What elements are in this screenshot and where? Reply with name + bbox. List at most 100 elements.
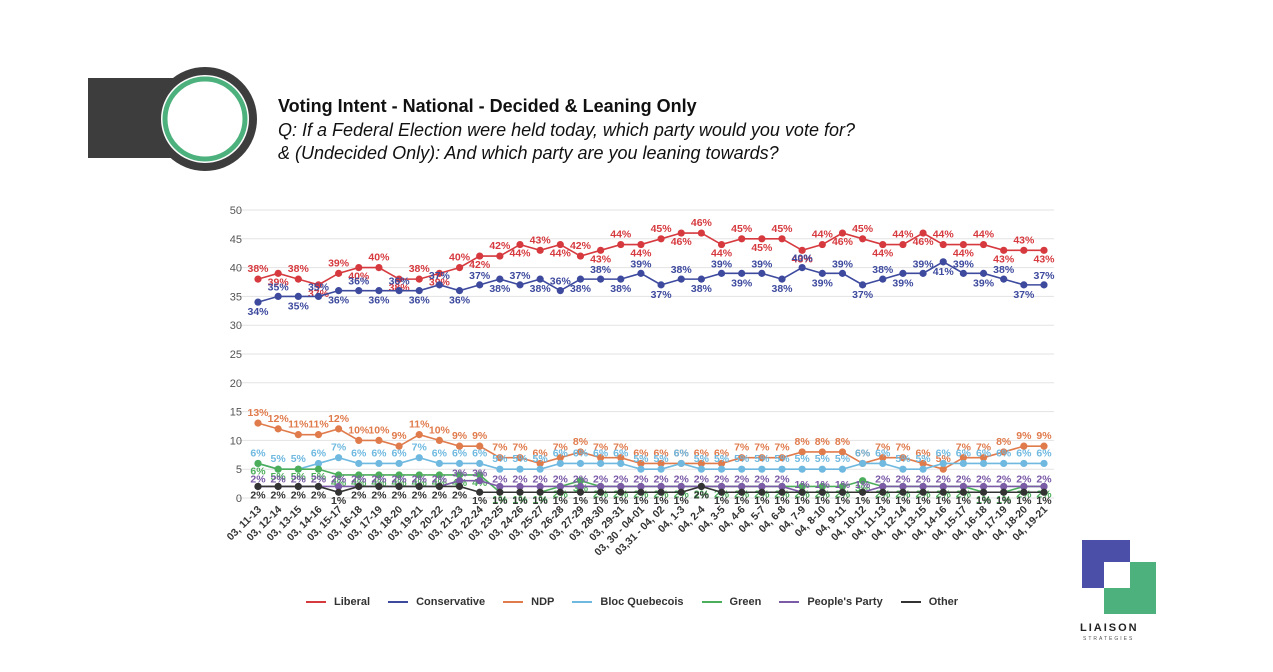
data-label: 2% xyxy=(271,473,287,485)
data-point xyxy=(455,482,464,491)
data-label: 5% xyxy=(633,453,649,465)
data-point xyxy=(395,275,403,283)
data-label: 1% xyxy=(835,479,851,491)
legend-label: Other xyxy=(928,596,959,608)
data-label: 35% xyxy=(308,281,330,293)
data-point xyxy=(476,471,484,479)
data-label: 39% xyxy=(731,277,753,289)
data-label: 2% xyxy=(915,473,931,485)
data-point xyxy=(536,246,544,254)
chart-question-line1: Q: If a Federal Election were held today… xyxy=(278,120,855,140)
series-line xyxy=(257,260,1044,303)
data-label: 2% xyxy=(412,473,428,485)
data-point xyxy=(455,287,464,295)
legend-label: People's Party xyxy=(807,596,883,608)
data-label: 2% xyxy=(996,473,1012,485)
data-label: 6% xyxy=(714,447,730,459)
data-point xyxy=(818,240,826,249)
data-point xyxy=(335,482,343,491)
data-label: 40% xyxy=(368,252,390,264)
data-label: 2% xyxy=(593,473,609,485)
data-label: 1% xyxy=(1016,495,1032,507)
data-point xyxy=(697,459,705,468)
data-point xyxy=(556,454,564,462)
data-point xyxy=(959,240,967,249)
data-point xyxy=(879,482,887,491)
data-label: 6% xyxy=(694,447,710,459)
data-point xyxy=(355,287,363,295)
data-label: 44% xyxy=(973,229,995,241)
data-label: 7% xyxy=(895,442,911,454)
data-label: 1% xyxy=(976,494,992,506)
data-point xyxy=(556,488,564,496)
data-label: 46% xyxy=(671,236,693,248)
data-label: 36% xyxy=(409,295,431,307)
data-label: 44% xyxy=(953,248,975,260)
chart-header: Voting Intent - National - Decided & Lea… xyxy=(278,96,1038,165)
data-label: 1% xyxy=(976,495,992,507)
data-label: 39% xyxy=(892,277,914,289)
data-point xyxy=(455,442,464,450)
data-label: 38% xyxy=(409,263,431,275)
data-label: 38% xyxy=(993,264,1015,276)
data-point xyxy=(375,264,383,272)
data-point xyxy=(677,488,685,496)
data-point xyxy=(395,442,403,450)
data-label: 1% xyxy=(835,495,851,507)
data-label: 6% xyxy=(613,447,629,459)
legend-item: Green xyxy=(701,596,761,608)
data-point xyxy=(859,477,867,485)
data-point xyxy=(657,482,665,491)
data-label: 12% xyxy=(268,413,290,425)
data-label: 2% xyxy=(875,473,891,485)
data-point xyxy=(919,459,927,468)
data-label: 5% xyxy=(936,453,952,465)
data-label: 38% xyxy=(570,283,592,295)
data-label: 6% xyxy=(996,447,1012,459)
data-point xyxy=(355,459,363,468)
data-point xyxy=(738,235,746,243)
data-label: 34% xyxy=(247,306,269,318)
data-point xyxy=(576,252,585,260)
y-tick-label: 25 xyxy=(230,349,242,361)
data-point xyxy=(979,454,988,462)
data-label: 2% xyxy=(533,473,549,485)
data-label: 5% xyxy=(815,453,831,465)
data-point xyxy=(597,454,605,462)
data-label: 44% xyxy=(550,248,572,260)
data-point xyxy=(1000,246,1008,254)
data-point xyxy=(697,465,705,473)
data-label: 35% xyxy=(288,300,310,312)
y-tick-label: 50 xyxy=(230,205,242,217)
data-label: 2% xyxy=(492,473,508,485)
data-point xyxy=(939,482,947,491)
data-point xyxy=(899,465,907,473)
data-label: 2% xyxy=(432,473,448,485)
data-point xyxy=(516,281,524,289)
data-point xyxy=(254,298,262,306)
data-point xyxy=(879,488,887,496)
data-point xyxy=(335,488,343,496)
y-tick-label: 30 xyxy=(230,320,242,332)
data-label: 2% xyxy=(714,473,730,485)
data-label: 9% xyxy=(1016,430,1032,442)
data-label: 42% xyxy=(570,240,592,252)
data-label: 6% xyxy=(976,447,992,459)
data-label: 1% xyxy=(553,495,569,507)
data-point xyxy=(576,477,585,485)
chart-title: Voting Intent - National - Decided & Lea… xyxy=(278,96,697,116)
data-point xyxy=(717,240,726,249)
data-point xyxy=(335,454,343,462)
series-line xyxy=(258,485,1044,494)
data-point xyxy=(617,275,625,283)
y-tick-label: 45 xyxy=(230,234,242,246)
data-point xyxy=(435,482,443,491)
data-label: 6% xyxy=(533,447,549,459)
data-point xyxy=(294,292,302,300)
data-point xyxy=(294,431,302,439)
legend-item: Liberal xyxy=(306,596,370,608)
data-label: 5% xyxy=(311,471,327,483)
data-label: 2% xyxy=(391,489,407,501)
data-point xyxy=(919,482,927,491)
legend-swatch xyxy=(701,601,722,603)
